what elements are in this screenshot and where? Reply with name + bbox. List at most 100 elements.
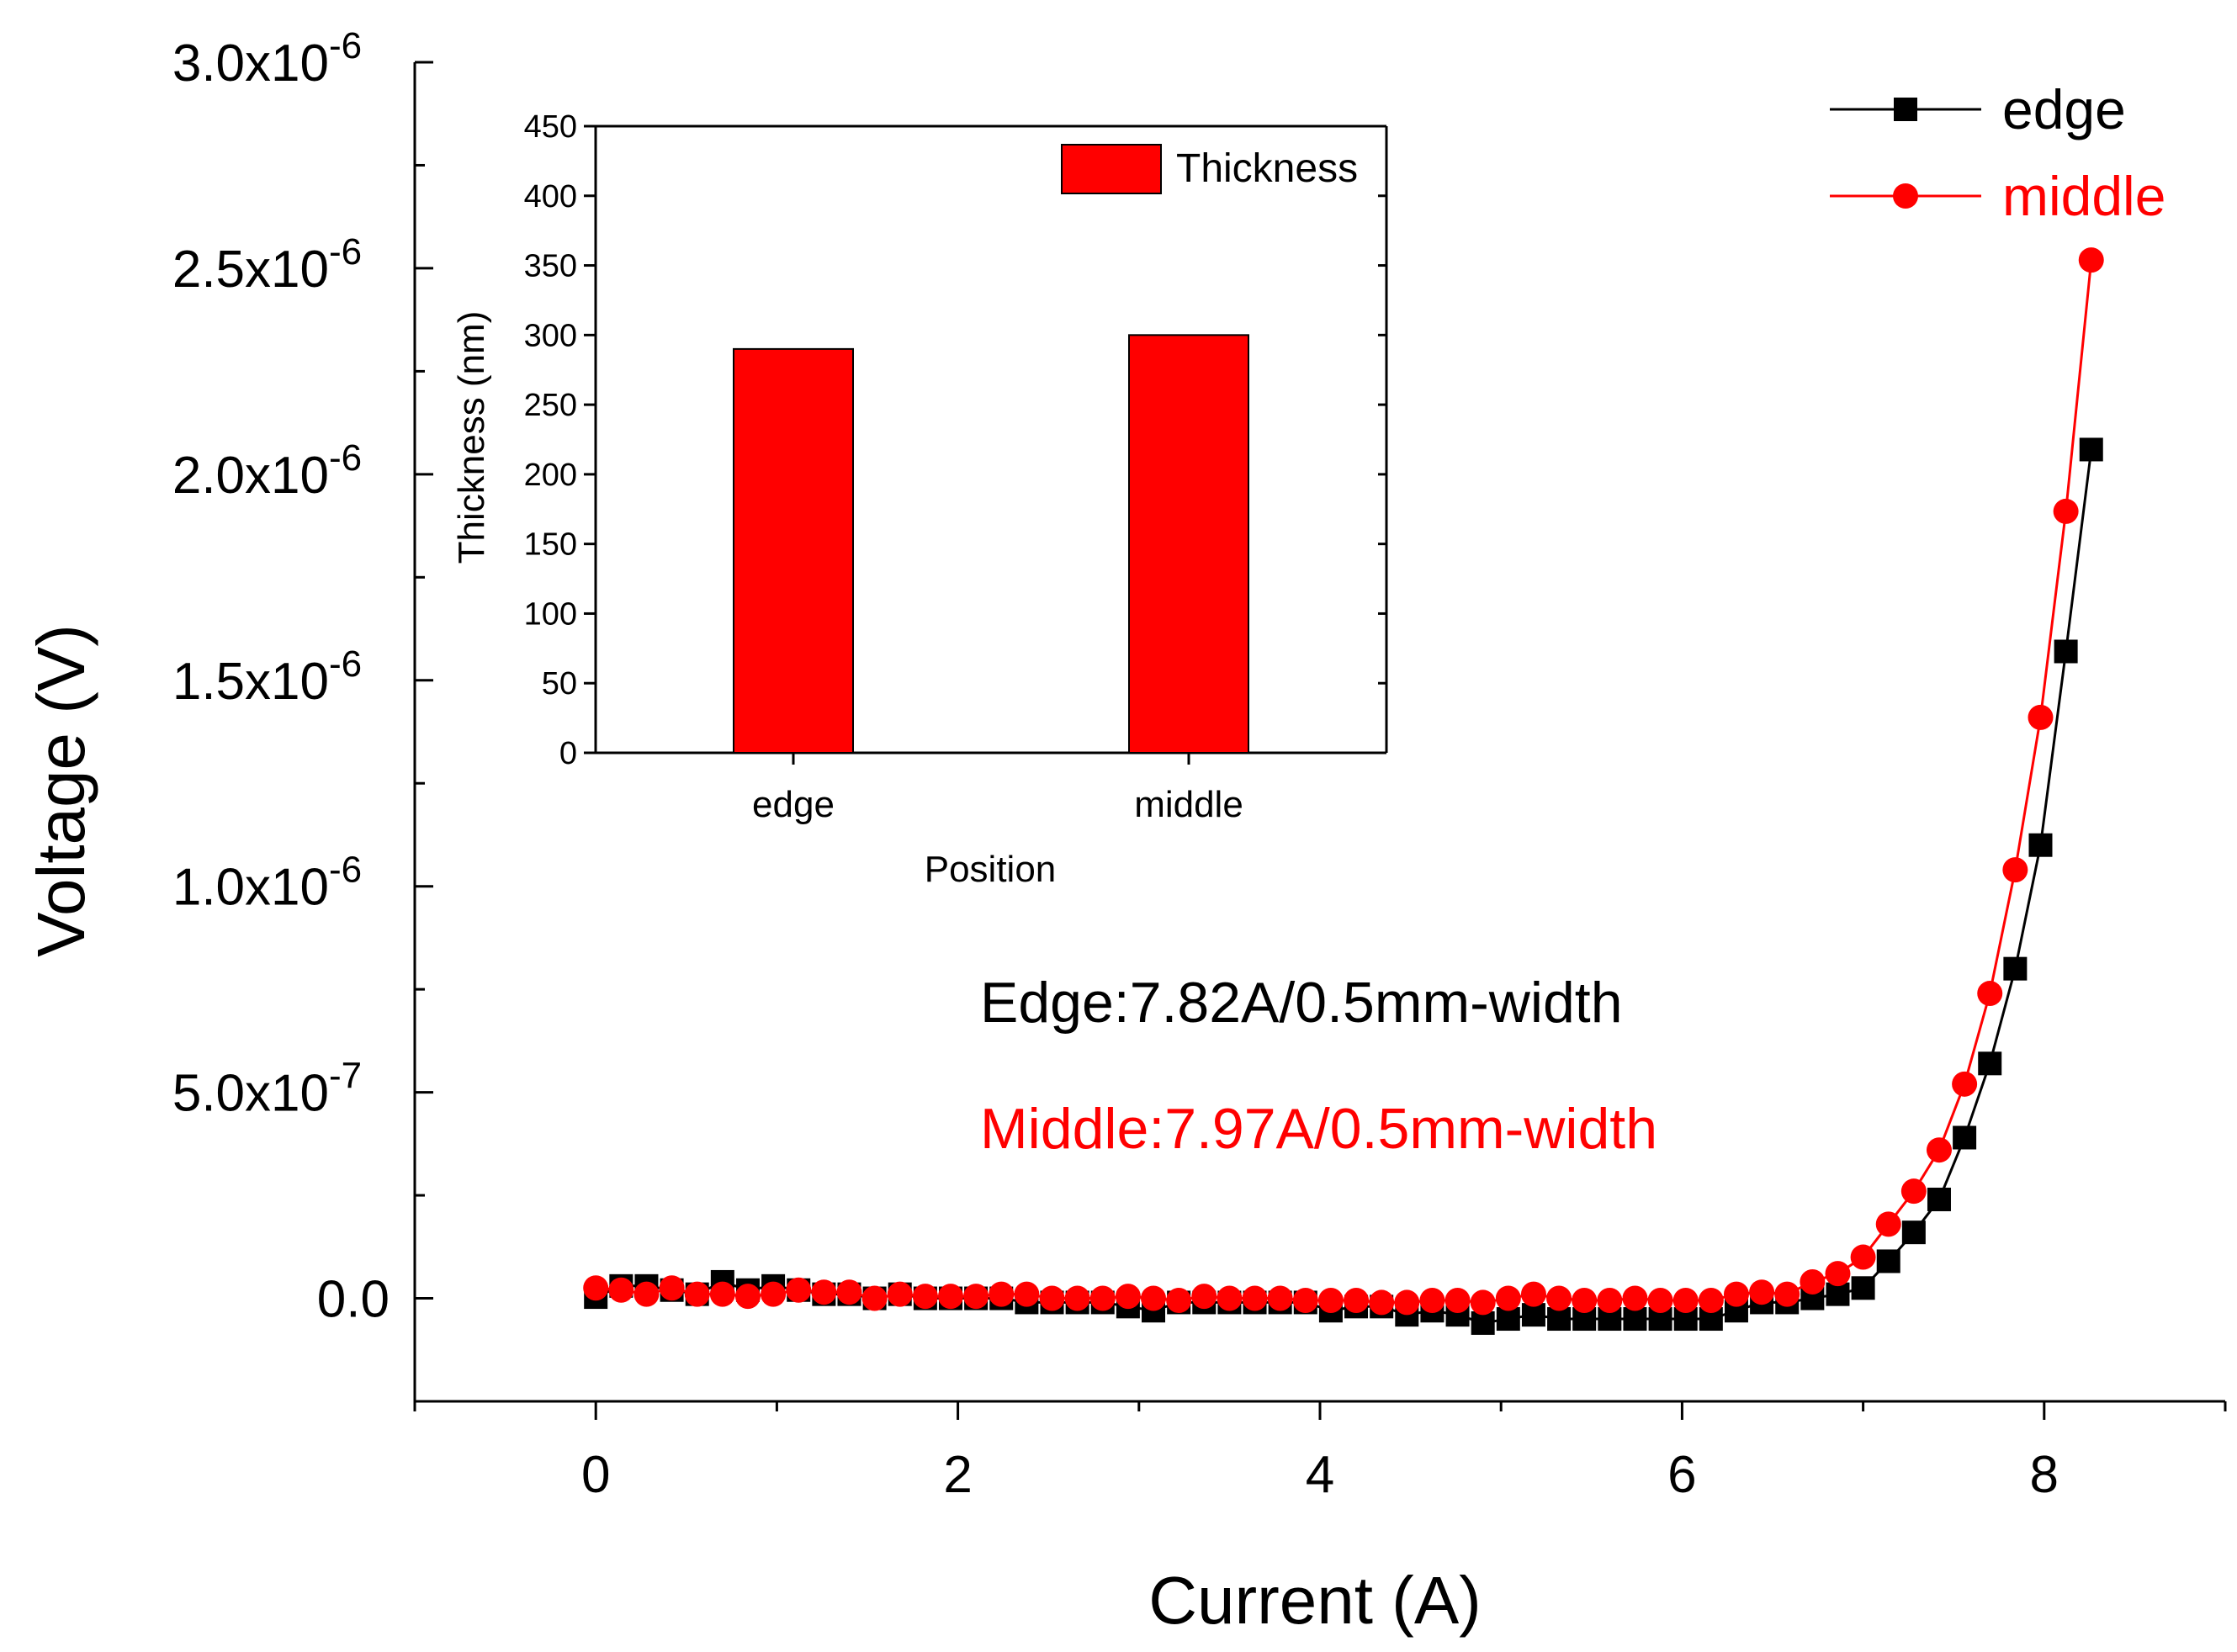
main-y-tick-label: 2.0x10: [172, 447, 329, 505]
legend-edge-label: edge: [2002, 78, 2126, 140]
series-middle-point: [1572, 1287, 1598, 1313]
series-edge-point: [1496, 1307, 1520, 1332]
series-middle-point: [1900, 1178, 1927, 1205]
main-y-tick-exponent: -6: [329, 231, 362, 273]
series-edge-point: [2079, 437, 2103, 462]
inset-legend-label: Thickness: [1176, 146, 1358, 191]
inset-bar-edge: [733, 347, 854, 754]
series-middle-point: [1089, 1285, 1116, 1311]
series-middle-point: [1977, 981, 2003, 1007]
inset-y-axis: 0 50 100 150 200 250 300 350 400 450: [524, 109, 1386, 771]
series-middle-point: [1647, 1287, 1673, 1313]
series-middle-point: [786, 1277, 812, 1303]
series-middle-point: [811, 1279, 837, 1305]
series-edge-point: [1521, 1303, 1545, 1327]
series-middle-point: [989, 1281, 1015, 1307]
main-x-tick-label: 0: [581, 1446, 610, 1504]
series-middle-point: [963, 1284, 989, 1310]
series-middle-point: [1622, 1285, 1648, 1311]
series-edge-point: [1953, 1125, 1977, 1150]
legend-middle-label: middle: [2002, 165, 2165, 227]
inset-bars-layer: [733, 334, 1249, 754]
series-edge-point: [1623, 1307, 1647, 1332]
series-middle-point: [1749, 1279, 1775, 1305]
series-middle-point: [1520, 1281, 1546, 1307]
series-middle-point: [2078, 247, 2104, 273]
series-middle-point: [1495, 1285, 1521, 1311]
series-middle-point: [1141, 1285, 1167, 1311]
main-y-tick-label: 1.0x10: [172, 859, 329, 917]
series-middle-point: [1217, 1285, 1243, 1311]
main-x-axis-title: Current (A): [1148, 1563, 1482, 1638]
main-x-tick-label: 8: [2030, 1446, 2059, 1504]
series-edge-point: [2003, 956, 2028, 981]
series-middle-point: [1774, 1281, 1800, 1307]
main-y-tick-exponent: -6: [329, 643, 362, 685]
series-middle-point: [1191, 1284, 1217, 1310]
series-edge-point: [1978, 1051, 2002, 1076]
inset-y-tick-label: 100: [524, 596, 577, 632]
inset-y-tick-label: 50: [542, 666, 577, 702]
main-y-tick-exponent: -7: [329, 1056, 362, 1097]
series-edge-point: [2028, 833, 2053, 857]
inset-x-tick-label: edge: [752, 784, 835, 825]
main-x-tick-label: 2: [943, 1446, 972, 1504]
main-y-tick-label: 3.0x10: [172, 34, 329, 93]
inset-legend-swatch: [1061, 144, 1162, 194]
series-middle-point: [1698, 1287, 1724, 1313]
main-y-tick-exponent: -6: [329, 850, 362, 891]
main-x-axis: 0 2 4 6 8: [413, 1401, 2227, 1504]
series-middle-point: [1014, 1281, 1040, 1307]
main-y-tick-label: 2.5x10: [172, 241, 329, 299]
series-middle-point: [1166, 1287, 1192, 1313]
series-middle-point: [1926, 1137, 1952, 1163]
series-middle-point: [1317, 1287, 1344, 1313]
series-middle-point: [1242, 1285, 1268, 1311]
series-middle-point: [734, 1284, 761, 1310]
main-series-layer: [583, 247, 2104, 1335]
main-y-tick-exponent: -6: [329, 25, 362, 66]
inset-bar-middle: [1128, 334, 1249, 754]
series-edge-point: [1927, 1187, 1951, 1211]
series-middle-point: [1115, 1284, 1141, 1310]
inset-y-tick-label: 200: [524, 458, 577, 493]
series-middle-point: [1419, 1287, 1445, 1313]
main-x-tick-label: 6: [1667, 1446, 1696, 1504]
legend-edge-marker: [1894, 98, 1917, 121]
series-middle-point: [2053, 498, 2079, 524]
annotation-middle: Middle:7.97A/0.5mm-width: [980, 1097, 1657, 1161]
series-middle-point: [583, 1275, 609, 1301]
series-middle-point: [1597, 1287, 1623, 1313]
inset-bar-chart: 0 50 100 150 200 250 300 350 400 450 edge middle P…: [451, 108, 1398, 890]
inset-y-tick-label: 300: [524, 318, 577, 353]
series-edge-point: [1547, 1307, 1572, 1332]
inset-x-axis: edge middle: [752, 753, 1243, 825]
series-middle-point: [1825, 1261, 1851, 1287]
series-middle-point: [1672, 1287, 1699, 1313]
series-middle-point: [836, 1279, 862, 1305]
main-x-tick-label: 4: [1306, 1446, 1334, 1504]
annotation-edge: Edge:7.82A/0.5mm-width: [980, 971, 1623, 1035]
series-middle-point: [887, 1281, 913, 1307]
series-middle-point: [761, 1281, 787, 1307]
series-middle-point: [633, 1281, 660, 1307]
series-middle-point: [1470, 1289, 1496, 1316]
series-middle-point: [1850, 1244, 1876, 1270]
series-middle-point: [2002, 857, 2028, 883]
series-middle-point: [1292, 1287, 1318, 1313]
series-middle-point: [608, 1277, 634, 1303]
series-middle-point: [659, 1275, 685, 1301]
inset-plot-frame: [594, 124, 1388, 755]
series-middle-point: [1039, 1285, 1065, 1311]
series-middle-point: [1723, 1281, 1749, 1307]
inset-y-tick-label: 0: [559, 736, 577, 771]
series-edge-point: [1876, 1249, 1900, 1273]
inset-y-axis-title: Thickness (nm): [451, 311, 492, 564]
main-y-tick-exponent: -6: [329, 437, 362, 479]
series-middle-point: [684, 1281, 710, 1307]
series-middle-point: [1344, 1287, 1370, 1313]
main-legend: edge middle: [1830, 78, 2165, 227]
series-middle-point: [709, 1281, 735, 1307]
